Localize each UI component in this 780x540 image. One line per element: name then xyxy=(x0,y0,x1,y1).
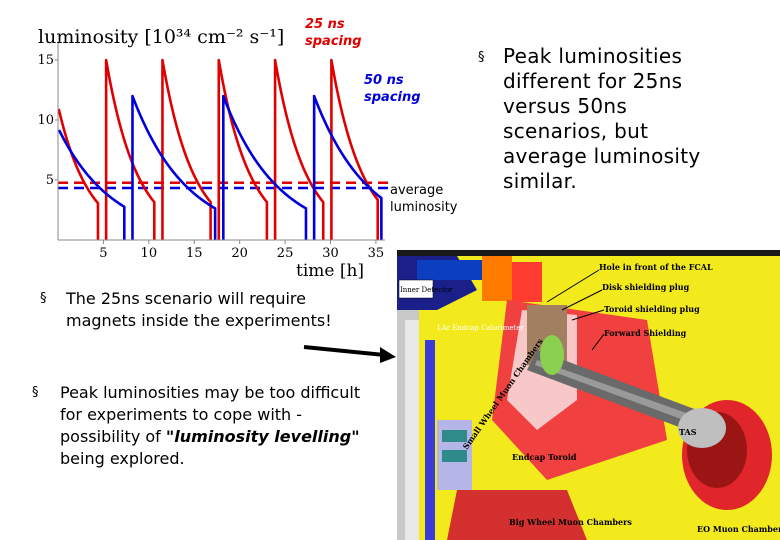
bullet-text: Peak luminosities different for 25ns ver… xyxy=(503,44,701,193)
label-endcap-toroid: Endcap Toroid xyxy=(512,452,577,462)
bullet-marker: § xyxy=(478,50,485,65)
chart-series xyxy=(57,58,383,240)
bullet-peak-luminosities: § Peak luminosities different for 25ns v… xyxy=(478,44,728,194)
annotation-average: average luminosity xyxy=(390,183,458,215)
bullet-text-part: being explored. xyxy=(60,449,185,468)
bullet-marker: § xyxy=(40,291,47,306)
luminosity-chart: 5 10 15 20 25 30 35 5 10 15 luminosity [10³⁴ cm⁻²… xyxy=(37,26,393,280)
bullet-magnets: § The 25ns scenario will require magnets… xyxy=(40,288,340,332)
x-axis-label: time [h] xyxy=(296,261,364,280)
x-tick-label: 30 xyxy=(322,246,339,261)
y-axis-label: luminosity [10³⁴ cm⁻² s⁻¹] xyxy=(38,26,284,48)
luminosity-series-line xyxy=(57,58,380,240)
label-big-wheel: Big Wheel Muon Chambers xyxy=(509,517,632,527)
x-tick-label: 15 xyxy=(186,246,203,261)
y-tick-label: 15 xyxy=(37,53,54,68)
arrow-to-detector xyxy=(303,345,396,363)
label-disk-plug: Disk shielding plug xyxy=(602,282,690,292)
y-tick-label: 5 xyxy=(46,173,54,188)
label-toroid-plug: Toroid shielding plug xyxy=(604,304,700,314)
bullet-emphasis: "luminosity levelling" xyxy=(165,427,360,446)
label-inner-detector: Inner Detector xyxy=(400,286,453,294)
x-tick-label: 35 xyxy=(368,246,385,261)
bullet-text: The 25ns scenario will require magnets i… xyxy=(66,289,332,330)
bullet-marker: § xyxy=(32,385,39,400)
bullet-levelling: § Peak luminosities may be too difficult… xyxy=(32,382,362,470)
label-lar-endcap: LAr Endcap Calorimeter xyxy=(437,324,524,332)
annotation-25ns: 25 ns spacing xyxy=(305,17,362,49)
bullet-text-part: Peak luminosities may be too difficult f… xyxy=(60,383,361,446)
y-tick-label: 10 xyxy=(37,113,54,128)
x-tick-label: 10 xyxy=(141,246,158,261)
luminosity-series-line xyxy=(57,94,383,240)
label-tas: TAS xyxy=(679,427,697,437)
detector-schematic: Hole in front of the FCAL Disk shielding… xyxy=(397,250,780,540)
bullet-text: Peak luminosities may be too difficult f… xyxy=(60,382,362,470)
label-forward-shielding: Forward Shielding xyxy=(604,328,687,338)
average-lines xyxy=(58,181,393,190)
label-eo-muon: EO Muon Chambers xyxy=(697,524,780,534)
annotation-50ns: 50 ns spacing xyxy=(364,73,421,105)
x-tick-label: 5 xyxy=(99,246,107,261)
chart-axes: 5 10 15 20 25 30 35 5 10 15 xyxy=(37,43,385,261)
label-hole-fcal: Hole in front of the FCAL xyxy=(599,262,713,272)
x-tick-label: 25 xyxy=(277,246,294,261)
x-tick-label: 20 xyxy=(231,246,248,261)
